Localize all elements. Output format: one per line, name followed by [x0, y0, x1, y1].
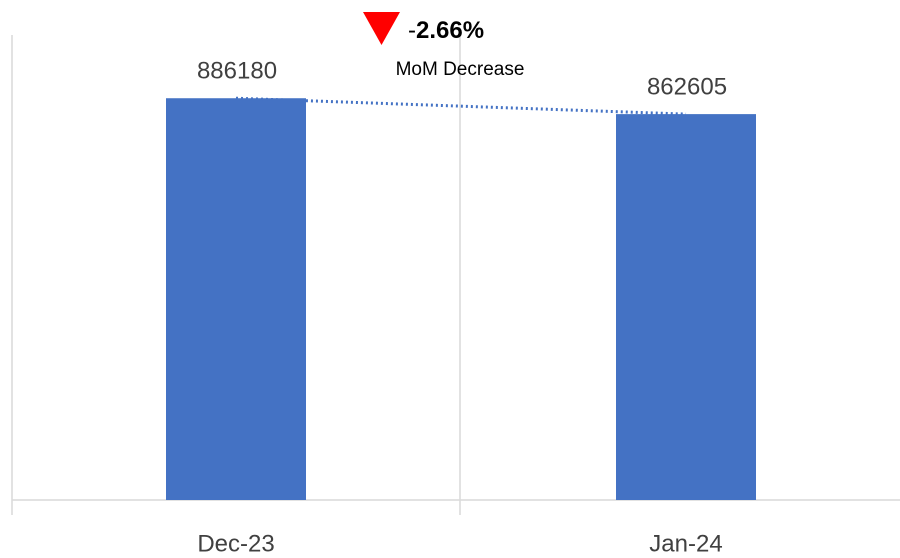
bar [166, 98, 306, 500]
decrease-icon [363, 12, 400, 45]
annotation-sign: - [408, 17, 416, 44]
value-label: 886180 [197, 58, 277, 85]
value-label: 862605 [647, 73, 727, 100]
trend-line [235, 96, 687, 116]
annotation-percent: 2.66% [416, 17, 484, 44]
annotation-value: -2.66% [408, 17, 484, 44]
x-tick-label: Jan-24 [649, 530, 722, 557]
annotation-label: MoM Decrease [396, 59, 525, 80]
bar [616, 114, 756, 501]
x-tick-label: Dec-23 [197, 530, 274, 557]
